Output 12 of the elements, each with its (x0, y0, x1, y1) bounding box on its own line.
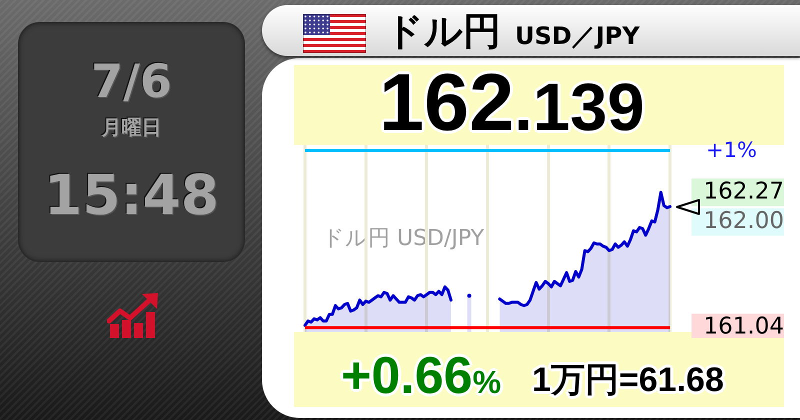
text: 1万円=61.68 (532, 361, 724, 399)
y-tick-label: 162.27 (704, 178, 784, 204)
text: 15:48 (42, 163, 220, 227)
annotation: 162.139 (379, 58, 645, 148)
chart-subtitle: USD／JPY (515, 22, 640, 50)
text: +1% (706, 138, 757, 162)
text: 月曜日 (100, 115, 162, 139)
y-tick-label: 161.04 (704, 314, 784, 340)
text: +0.66% (341, 347, 502, 405)
text: 7/6 (90, 54, 173, 108)
chart-title: ドル円 (385, 9, 501, 53)
y-tick-label: 162.00 (704, 208, 784, 234)
